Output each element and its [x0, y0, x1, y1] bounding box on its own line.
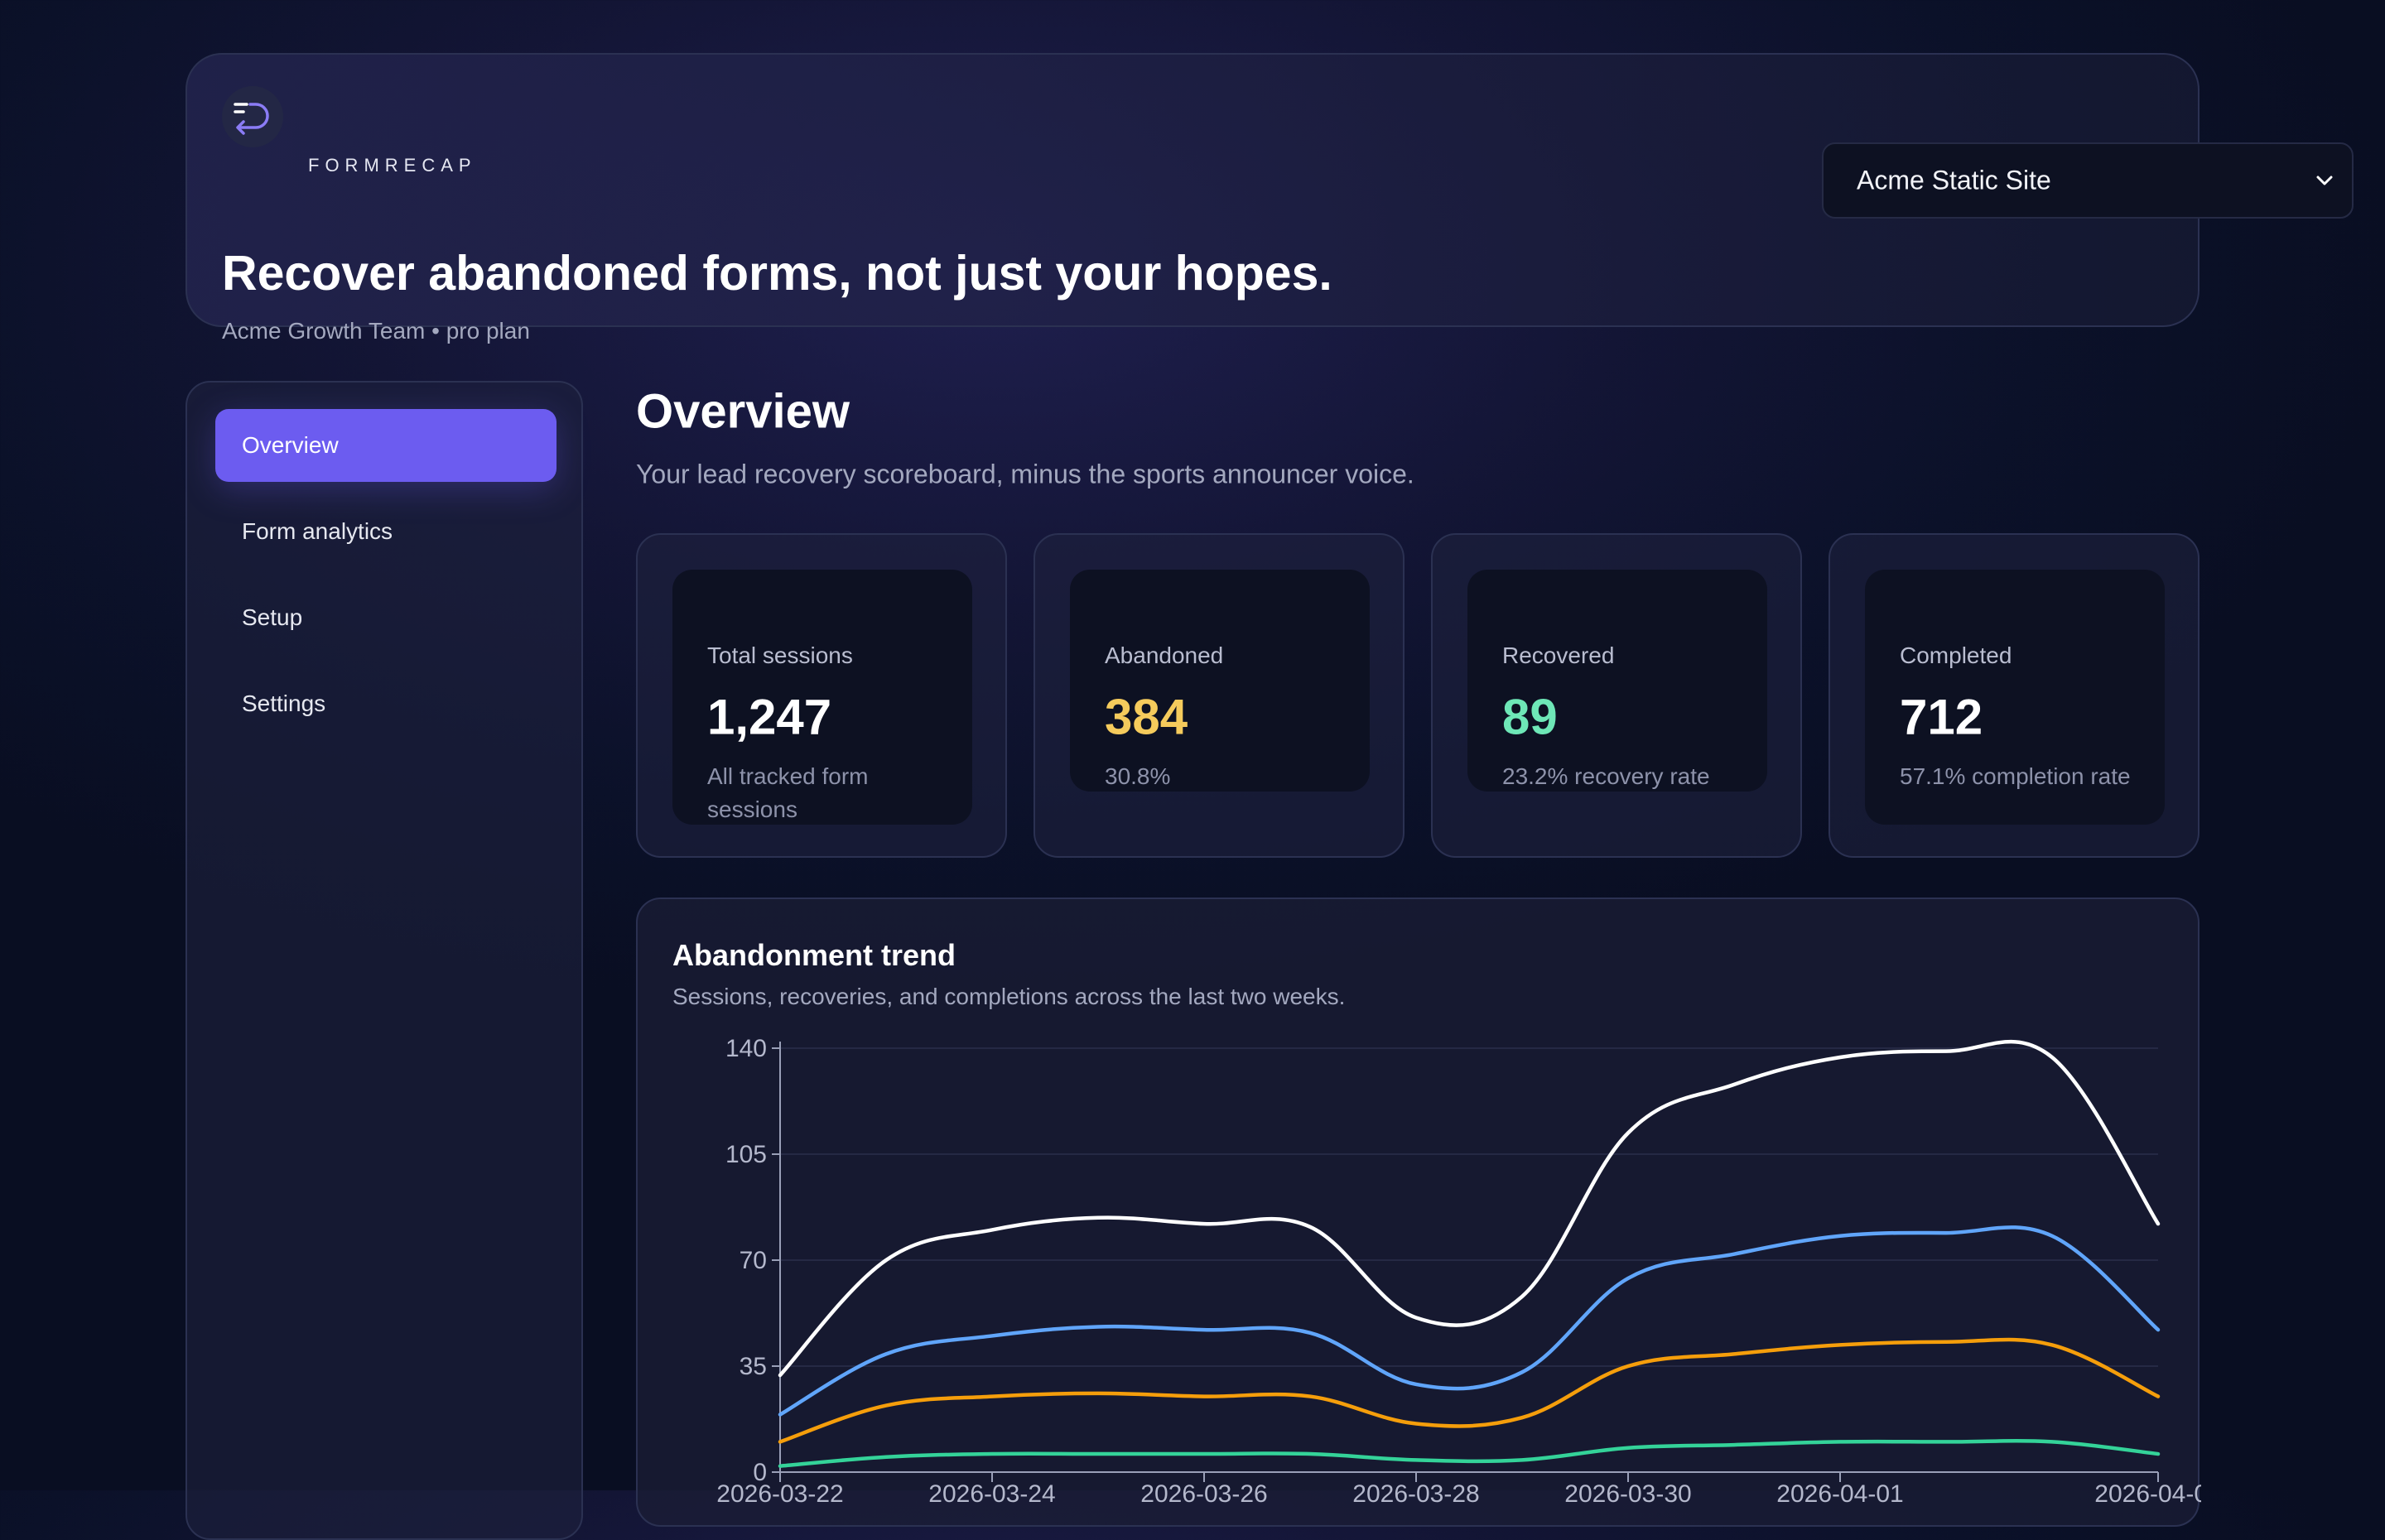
abandonment-trend-chart: 0 35 70 105 140 2026-03-22 2026-03-24 2026-03-2…	[716, 1035, 2201, 1508]
sidebar-item-setup[interactable]: Setup	[215, 581, 556, 654]
stat-label: Total sessions	[707, 642, 853, 668]
stat-card-recovered: Recovered 89 23.2% recovery rate	[1431, 533, 1802, 858]
formrecap-logo-icon	[222, 86, 283, 147]
sidebar-item-settings[interactable]: Settings	[215, 667, 556, 740]
stat-value: 712	[1900, 689, 1983, 745]
y-tick-label: 0	[753, 1459, 767, 1486]
series-line-3	[778, 1439, 2161, 1468]
sidebar-item-label: Settings	[242, 691, 326, 716]
site-select[interactable]: Acme Static Site	[1822, 142, 2354, 219]
sidebar-item-label: Setup	[242, 604, 303, 630]
y-tick-label: 35	[740, 1353, 767, 1380]
y-tick-label: 70	[740, 1247, 767, 1274]
y-tick-label: 140	[725, 1035, 767, 1062]
stat-note: All tracked form sessions	[707, 763, 869, 822]
sidebar-item-label: Form analytics	[242, 518, 393, 544]
stat-note: 57.1% completion rate	[1900, 763, 2131, 789]
sidebar-item-label: Overview	[242, 432, 339, 458]
x-tick-label: 2026-03-26	[1140, 1480, 1267, 1508]
stat-value: 384	[1105, 689, 1188, 745]
x-tick-label: 2026-04-04	[2094, 1480, 2201, 1508]
page-subtitle: Your lead recovery scoreboard, minus the…	[636, 459, 1414, 489]
stat-note: 30.8%	[1105, 763, 1171, 789]
series-line-1	[778, 1225, 2161, 1417]
stat-value: 1,247	[707, 689, 832, 745]
x-tick-label: 2026-03-30	[1564, 1480, 1691, 1508]
x-tick-label: 2026-03-22	[716, 1480, 843, 1508]
stat-label: Completed	[1900, 642, 2012, 668]
hero-title: Recover abandoned forms, not just your h…	[222, 246, 1332, 301]
series-line-0	[778, 1039, 2161, 1378]
sidebar-item-overview[interactable]: Overview	[215, 409, 556, 482]
stat-label: Abandoned	[1105, 642, 1224, 668]
page-title: Overview	[636, 384, 850, 439]
sidebar-item-form-analytics[interactable]: Form analytics	[215, 495, 556, 568]
stat-value: 89	[1502, 689, 1558, 745]
chart-title: Abandonment trend	[672, 938, 956, 972]
stat-card-body: Total sessions 1,247 All tracked form se…	[672, 570, 972, 825]
team-plan-label: Acme Growth Team • pro plan	[222, 318, 530, 344]
series-line-2	[778, 1337, 2161, 1444]
stat-card-body: Abandoned 384 30.8%	[1070, 570, 1370, 792]
brand-name: FORMRECAP	[308, 155, 477, 176]
stat-card-total-sessions: Total sessions 1,247 All tracked form se…	[636, 533, 1007, 858]
y-tick-label: 105	[725, 1141, 767, 1168]
stat-note: 23.2% recovery rate	[1502, 763, 1710, 789]
chart-subtitle: Sessions, recoveries, and completions ac…	[672, 984, 1346, 1009]
stat-card-abandoned: Abandoned 384 30.8%	[1034, 533, 1404, 858]
chevron-down-icon	[2316, 176, 2333, 185]
x-tick-label: 2026-04-01	[1776, 1480, 1903, 1508]
header-panel: FORMRECAP Recover abandoned forms, not j…	[186, 53, 2354, 344]
site-select-value: Acme Static Site	[1857, 165, 2051, 195]
x-tick-label: 2026-03-24	[928, 1480, 1055, 1508]
stat-card-completed: Completed 712 57.1% completion rate	[1828, 533, 2200, 858]
stat-card-body: Recovered 89 23.2% recovery rate	[1467, 570, 1767, 792]
abandonment-trend-card: Abandonment trend Sessions, recoveries, …	[636, 898, 2201, 1527]
sidebar: Overview Form analytics Setup Settings	[186, 381, 583, 1540]
stat-card-body: Completed 712 57.1% completion rate	[1865, 570, 2165, 825]
stat-label: Recovered	[1502, 642, 1615, 668]
x-tick-label: 2026-03-28	[1352, 1480, 1479, 1508]
